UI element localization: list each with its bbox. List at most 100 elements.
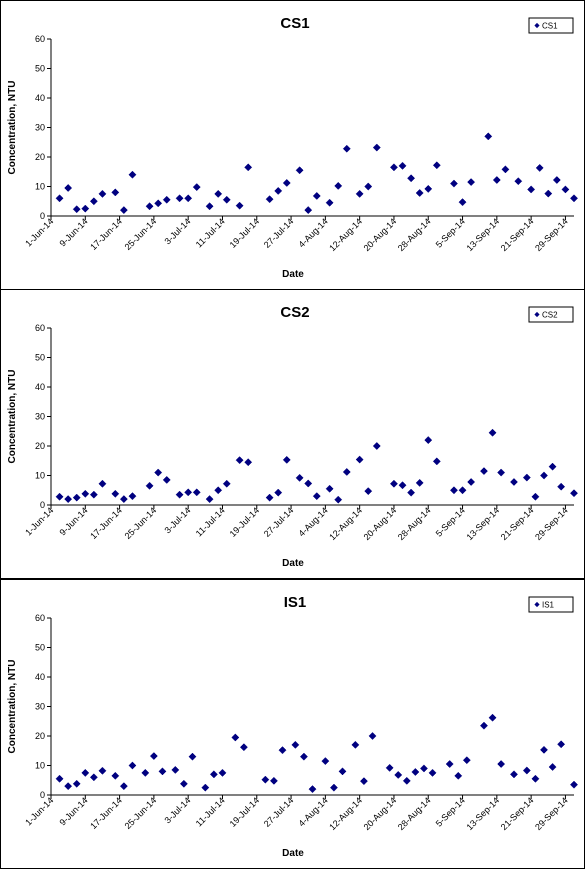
- data-point: [265, 493, 274, 502]
- data-point: [278, 746, 287, 755]
- data-point: [119, 782, 128, 791]
- data-point: [488, 713, 497, 722]
- x-tick-label: 1-Jun-14: [23, 795, 55, 827]
- data-point: [540, 471, 548, 480]
- chart-title: CS1: [280, 15, 309, 32]
- chart-panel-is1: IS1 0 10 20 30 40 50 60 1-Jun-14 9-Jun-14 17-Jun-1…: [0, 579, 585, 869]
- data-point: [497, 760, 506, 768]
- x-tick-label: 12-Aug-14: [327, 505, 364, 542]
- data-point: [154, 199, 163, 208]
- legend-label: CS1: [542, 22, 558, 31]
- x-tick-label: 3-Jul-14: [163, 505, 193, 535]
- data-point: [527, 185, 536, 194]
- data-point: [171, 765, 180, 774]
- x-tick-label: 12-Aug-14: [327, 795, 364, 832]
- legend-marker: [534, 601, 540, 608]
- chart-panel-cs2: CS2 0 10 20 30 40 50 60 1-Jun-14 9-Jun-14 17-Jun-1…: [0, 289, 585, 579]
- x-tick-label: 17-Jun-14: [88, 216, 124, 252]
- data-point: [291, 740, 300, 749]
- data-point: [458, 198, 467, 207]
- data-point: [72, 779, 81, 788]
- data-point: [231, 733, 240, 742]
- x-tick-label: 17-Jun-14: [88, 795, 124, 831]
- data-point: [149, 752, 158, 761]
- x-tick-label: 13-Sep-14: [464, 216, 501, 253]
- y-tick-label: 50: [35, 64, 45, 74]
- data-point: [329, 783, 338, 792]
- data-point: [128, 492, 137, 501]
- data-point: [81, 768, 90, 777]
- x-tick-label: 19-Jul-14: [228, 795, 262, 829]
- data-point: [407, 488, 416, 497]
- data-point: [201, 783, 210, 792]
- data-point: [450, 179, 458, 188]
- data-point: [325, 198, 334, 207]
- data-point: [119, 206, 128, 215]
- x-tick-label: 21-Sep-14: [499, 795, 536, 832]
- data-point: [497, 468, 506, 477]
- data-point: [424, 184, 433, 193]
- data-point: [557, 482, 566, 491]
- data-point: [480, 721, 488, 730]
- data-point: [467, 478, 476, 486]
- data-point: [372, 442, 381, 450]
- x-tick-label: 28-Aug-14: [396, 795, 433, 832]
- legend-box: [528, 596, 574, 613]
- data-point: [274, 186, 283, 195]
- data-point: [492, 176, 501, 184]
- data-point: [480, 467, 488, 476]
- data-point: [372, 143, 381, 152]
- legend-marker: [534, 22, 540, 29]
- data-point: [244, 458, 253, 467]
- data-point: [111, 489, 120, 498]
- chart-title: CS2: [280, 304, 309, 321]
- x-tick-label: 9-Jun-14: [58, 216, 90, 248]
- y-tick-label: 40: [35, 93, 45, 103]
- y-tick-label: 60: [35, 323, 45, 333]
- x-tick-label: 3-Jul-14: [163, 795, 193, 825]
- y-tick-label: 20: [35, 441, 45, 451]
- x-tick-label: 9-Jun-14: [58, 505, 90, 537]
- data-point: [389, 479, 398, 488]
- data-point: [145, 481, 154, 490]
- data-point: [544, 189, 553, 198]
- data-point: [334, 181, 343, 190]
- data-point: [128, 170, 137, 179]
- data-point: [89, 197, 98, 206]
- data-point: [548, 763, 557, 771]
- legend-box: [528, 17, 574, 34]
- y-tick-label: 60: [35, 34, 45, 44]
- data-point: [359, 777, 368, 786]
- y-tick-label: 30: [35, 412, 45, 422]
- data-point: [402, 776, 411, 785]
- x-tick-label: 20-Aug-14: [362, 795, 399, 832]
- data-point: [265, 195, 274, 204]
- data-point: [462, 756, 471, 765]
- x-tick-label: 3-Jul-14: [163, 216, 193, 246]
- data-point: [557, 740, 566, 749]
- data-point: [188, 752, 197, 761]
- data-point: [162, 195, 171, 204]
- x-tick-label: 13-Sep-14: [464, 505, 501, 542]
- data-point: [531, 774, 540, 783]
- data-point: [467, 178, 476, 187]
- x-tick-label: 29-Sep-14: [533, 216, 570, 253]
- data-point: [235, 456, 244, 465]
- data-point: [351, 740, 360, 749]
- x-tick-label: 19-Jul-14: [228, 216, 262, 250]
- y-tick-label: 0: [40, 500, 45, 510]
- x-tick-label: 21-Sep-14: [499, 505, 536, 542]
- x-tick-label: 5-Sep-14: [434, 795, 467, 828]
- data-point: [98, 479, 107, 488]
- chart-panel-cs1: CS1 0 10 20 30 40 50 60 1-Jun-14 9-Jun-14 17-Jun-1…: [0, 0, 585, 290]
- data-point: [561, 185, 570, 194]
- data-point: [64, 495, 73, 504]
- x-tick-label: 5-Sep-14: [434, 505, 467, 538]
- data-point: [184, 194, 193, 203]
- chart-svg-cs2: CS2 0 10 20 30 40 50 60 1-Jun-14 9-Jun-1417-Jun-1…: [7, 304, 578, 569]
- data-point: [450, 486, 458, 495]
- y-tick-label: 10: [35, 761, 45, 771]
- data-point: [205, 202, 214, 211]
- data-point: [64, 184, 73, 192]
- y-tick-label: 10: [35, 182, 45, 192]
